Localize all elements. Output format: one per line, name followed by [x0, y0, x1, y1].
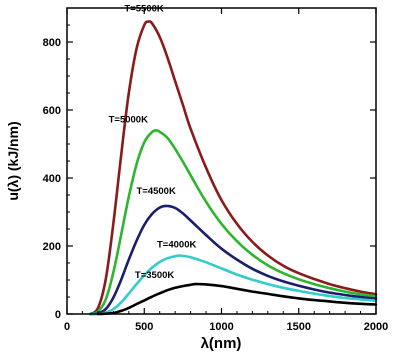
y-tick-label: 200 [43, 241, 61, 253]
curve-label-3500k: T=3500K [135, 270, 174, 281]
curve-label-layer: T=5500K T=5000K T=4500K T=4000K T=3500K [109, 4, 197, 281]
curve-5000k [88, 129, 378, 316]
curve-label-4000k: T=4000K [157, 240, 196, 251]
x-tick-label: 1000 [209, 321, 233, 333]
y-axis-title: u(λ) (kJ/nm) [5, 121, 21, 200]
curve-4500k [88, 204, 378, 316]
curve-label-5500k: T=5500K [124, 4, 163, 15]
curve-3500k [96, 282, 378, 316]
curve-layer [88, 20, 378, 316]
y-tick-label: 800 [43, 37, 61, 49]
x-tick-label: 1500 [287, 321, 311, 333]
x-tick-label: 500 [135, 321, 153, 333]
x-tick-label: 0 [64, 321, 70, 333]
curve-label-4500k: T=4500K [136, 186, 175, 197]
x-axis-title: λ(nm) [201, 335, 242, 352]
y-tick-label: 0 [55, 309, 61, 321]
x-tick-label: 2000 [364, 321, 388, 333]
y-tick-label: 600 [43, 105, 61, 117]
curve-label-5000k: T=5000K [109, 114, 148, 125]
curve-4000k [88, 254, 378, 316]
tick-layer: 0 500 1000 1500 2000 0 200 400 600 800 [43, 8, 388, 333]
y-tick-label: 400 [43, 173, 61, 185]
curve-5500k [88, 20, 378, 316]
